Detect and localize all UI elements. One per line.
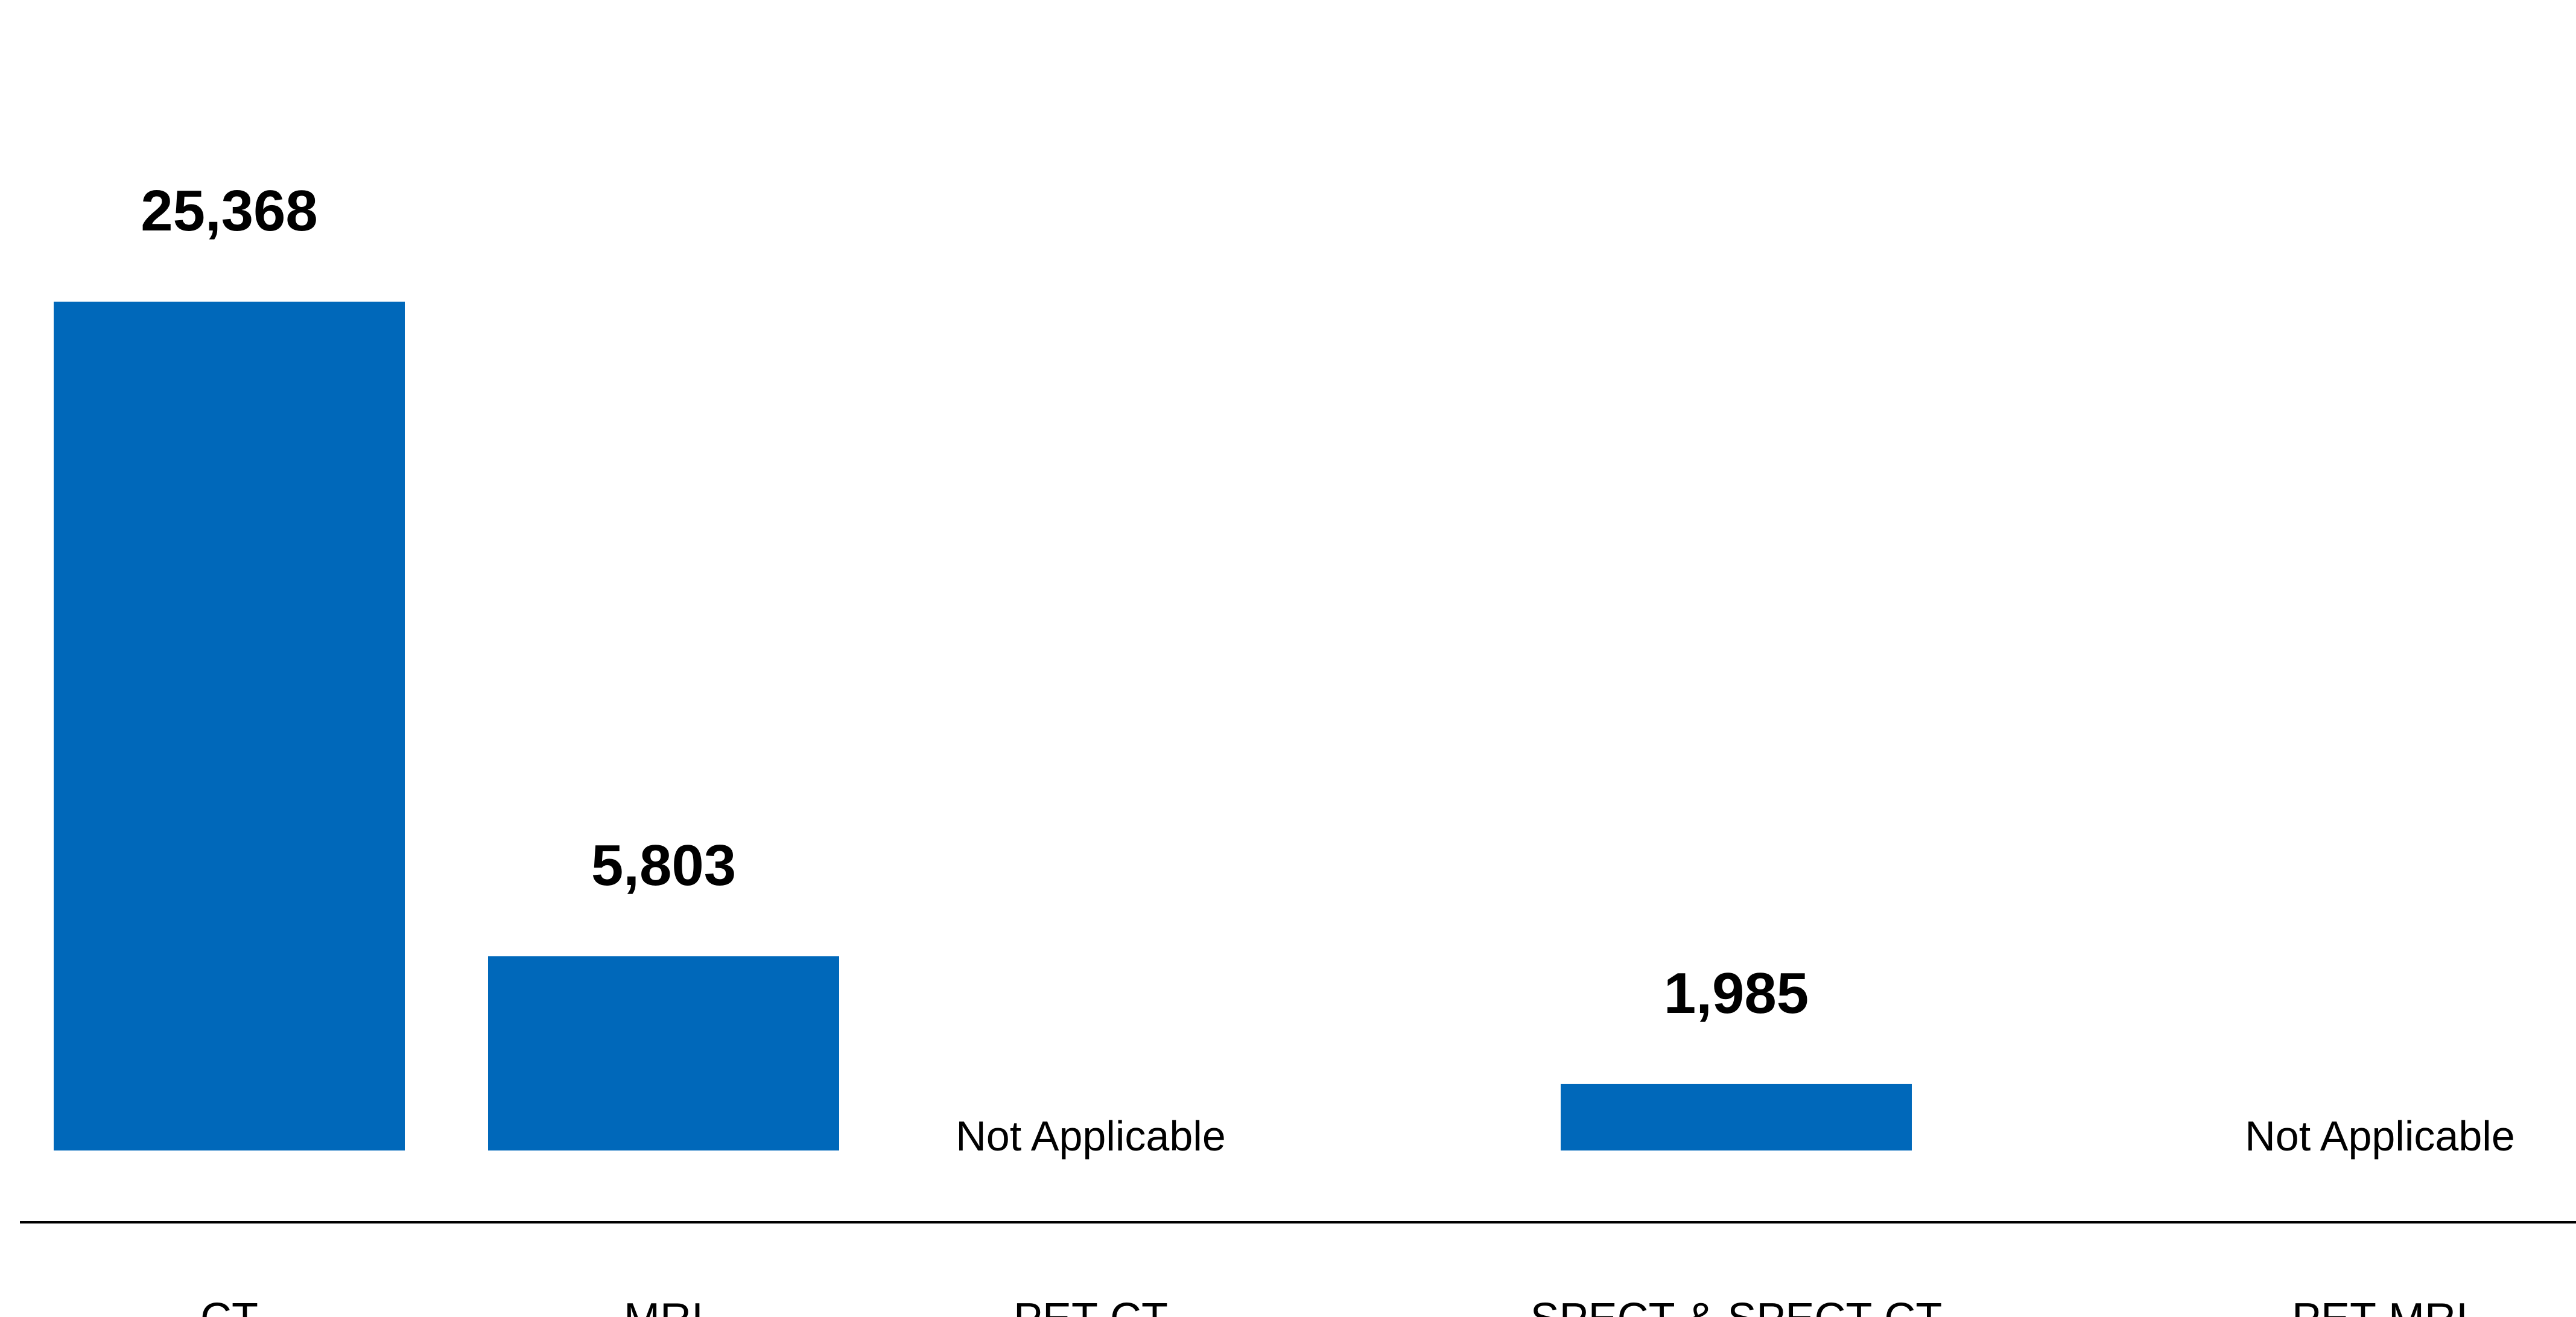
category-label-3: SPECT & SPECT-CT	[1531, 1295, 1943, 1317]
bar-value-label-1: 5,803	[591, 833, 736, 898]
bar-3	[1561, 1084, 1912, 1150]
category-label-1: MRI	[624, 1295, 703, 1317]
category-label-0: CT	[200, 1295, 258, 1317]
bar-1	[488, 956, 839, 1150]
not-applicable-label-2: Not Applicable	[956, 1112, 1226, 1160]
bar-0	[54, 302, 405, 1150]
bar-value-label-3: 1,985	[1664, 961, 1809, 1026]
not-applicable-label-4: Not Applicable	[2245, 1112, 2515, 1160]
bar-value-label-0: 25,368	[141, 179, 318, 243]
category-label-2: PET-CT	[1014, 1295, 1168, 1317]
category-label-4: PET-MRI	[2292, 1295, 2468, 1317]
